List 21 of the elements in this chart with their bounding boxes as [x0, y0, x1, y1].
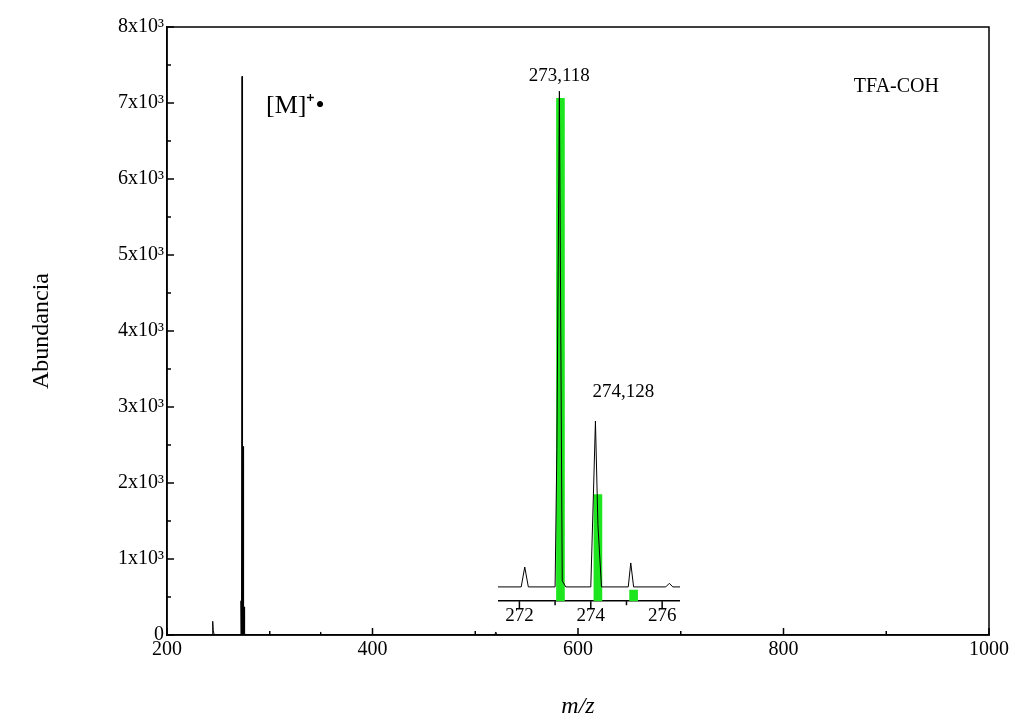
y-tick-label: 3x10³ — [118, 394, 164, 417]
y-tick-label: 2x10³ — [118, 470, 164, 493]
x-tick-label: 600 — [563, 637, 593, 660]
annotation: [M]⁺• — [266, 90, 325, 120]
x-tick-label: 276 — [647, 603, 677, 625]
x-axis-title: m/z — [561, 692, 596, 719]
y-tick-label: 1x10³ — [118, 546, 164, 569]
annotation: TFA-COH — [853, 74, 939, 97]
x-tick-label: 1000 — [969, 637, 1009, 660]
y-axis-title: Abundancia — [27, 272, 54, 389]
y-tick-label: 4x10³ — [118, 318, 164, 341]
y-tick-label: 7x10³ — [118, 90, 164, 113]
x-tick-label: 400 — [357, 637, 388, 660]
x-tick-label: 274 — [576, 603, 606, 625]
annotation: 273,118 — [528, 63, 590, 85]
y-tick-label: 6x10³ — [118, 166, 164, 189]
y-tick-label: 8x10³ — [118, 14, 164, 37]
x-tick-label: 800 — [768, 637, 799, 660]
y-tick-label: 5x10³ — [118, 242, 164, 265]
x-tick-label: 272 — [505, 603, 534, 625]
annotation: 274,128 — [592, 379, 655, 401]
